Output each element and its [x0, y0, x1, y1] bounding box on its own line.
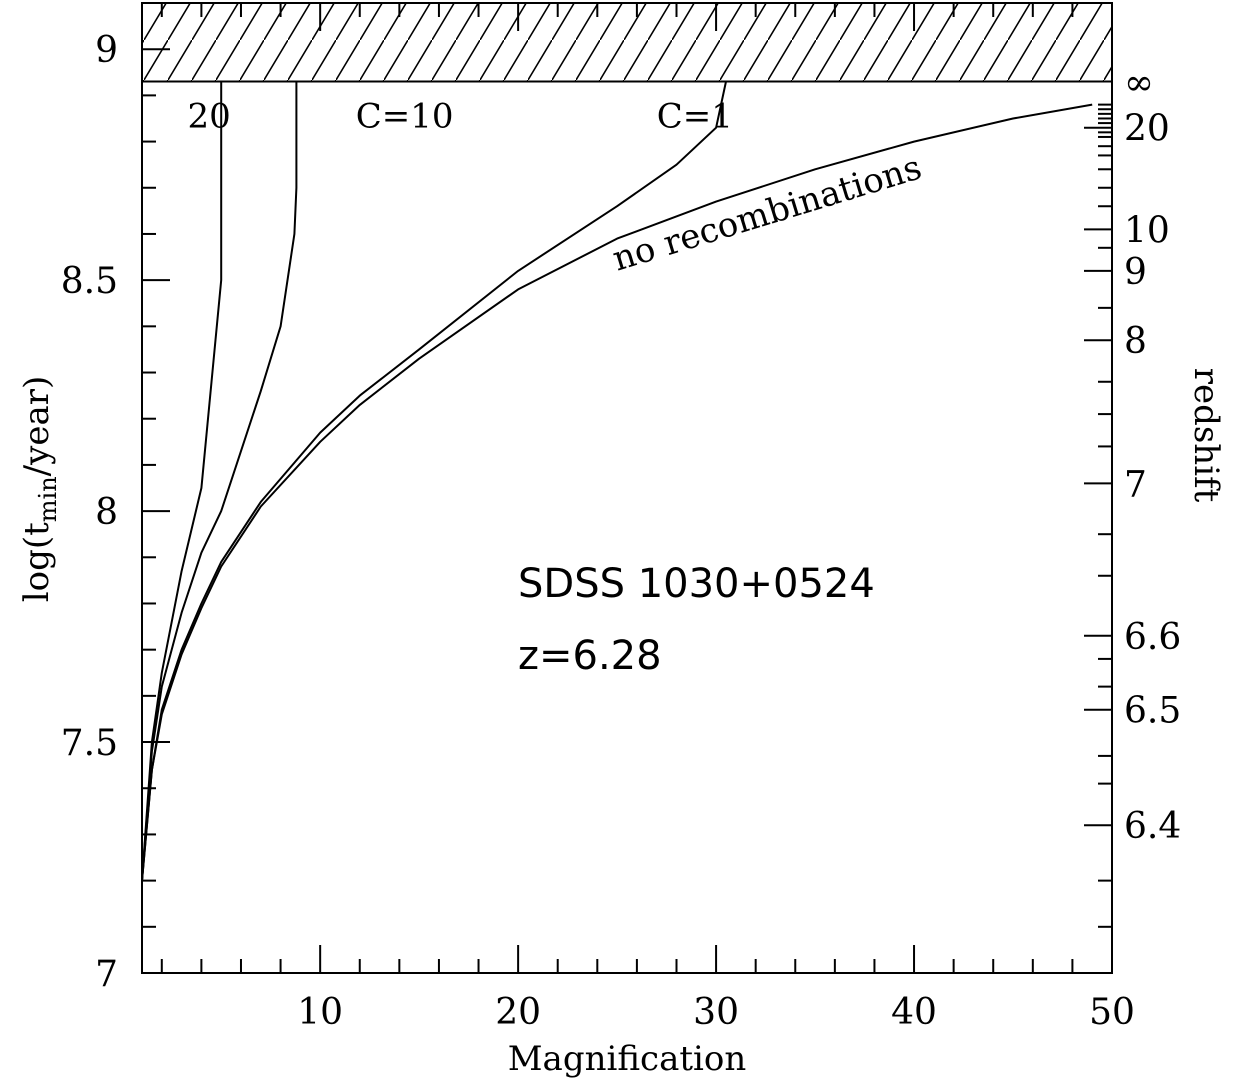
plot-frame [141, 2, 1113, 974]
x-tick-label: 30 [693, 992, 739, 1033]
curve-label: no recombinations [608, 148, 926, 280]
series-line [141, 81, 223, 881]
redshift-tick-label: 6.6 [1124, 617, 1181, 658]
redshift-tick-label: 20 [1124, 109, 1170, 150]
curve-label: C=1 [657, 97, 733, 137]
redshift-tick-label: 7 [1124, 464, 1147, 505]
redshift-tick-label: 6.5 [1124, 691, 1181, 732]
y-axis-title-main: log(t [17, 522, 57, 602]
redshift-tick-label: 9 [1124, 252, 1147, 293]
redshift-tick-label: 6.4 [1124, 806, 1181, 847]
curve-label: C=10 [356, 97, 454, 137]
series-group [141, 81, 1093, 881]
y-axis-title-subscript: min [34, 476, 62, 522]
y-tick-label: 7 [95, 954, 118, 995]
series-line [141, 81, 298, 881]
y-tick-label: 8.5 [61, 261, 118, 302]
hatch-fill [142, 3, 1112, 82]
x-axis-title: Magnification [508, 1039, 747, 1079]
annotation-object: SDSS 1030+0524 [518, 561, 875, 607]
x-tick-label: 40 [891, 992, 937, 1033]
curve-label: 20 [188, 97, 231, 137]
x-tick-label: 10 [297, 992, 343, 1033]
y-tick-label: 9 [95, 30, 118, 71]
axis-ticks [142, 2, 1113, 974]
right-axis-title: redshift [1186, 368, 1226, 503]
y-axis-title-tail: /year) [17, 376, 57, 477]
annotation-redshift: z=6.28 [518, 633, 662, 679]
redshift-tick-label: 10 [1124, 210, 1170, 251]
y-tick-label: 8 [95, 492, 118, 533]
x-tick-label: 50 [1089, 992, 1135, 1033]
excluded-region-hatch [142, 3, 1112, 83]
y-axis-title: log(tmin/year) [17, 376, 62, 603]
redshift-tick-label: 8 [1124, 321, 1147, 362]
series-line [141, 81, 727, 881]
redshift-tick-label: ∞ [1124, 63, 1154, 104]
series-line [141, 103, 1093, 881]
y-tick-label: 7.5 [61, 723, 118, 764]
x-tick-label: 20 [495, 992, 541, 1033]
